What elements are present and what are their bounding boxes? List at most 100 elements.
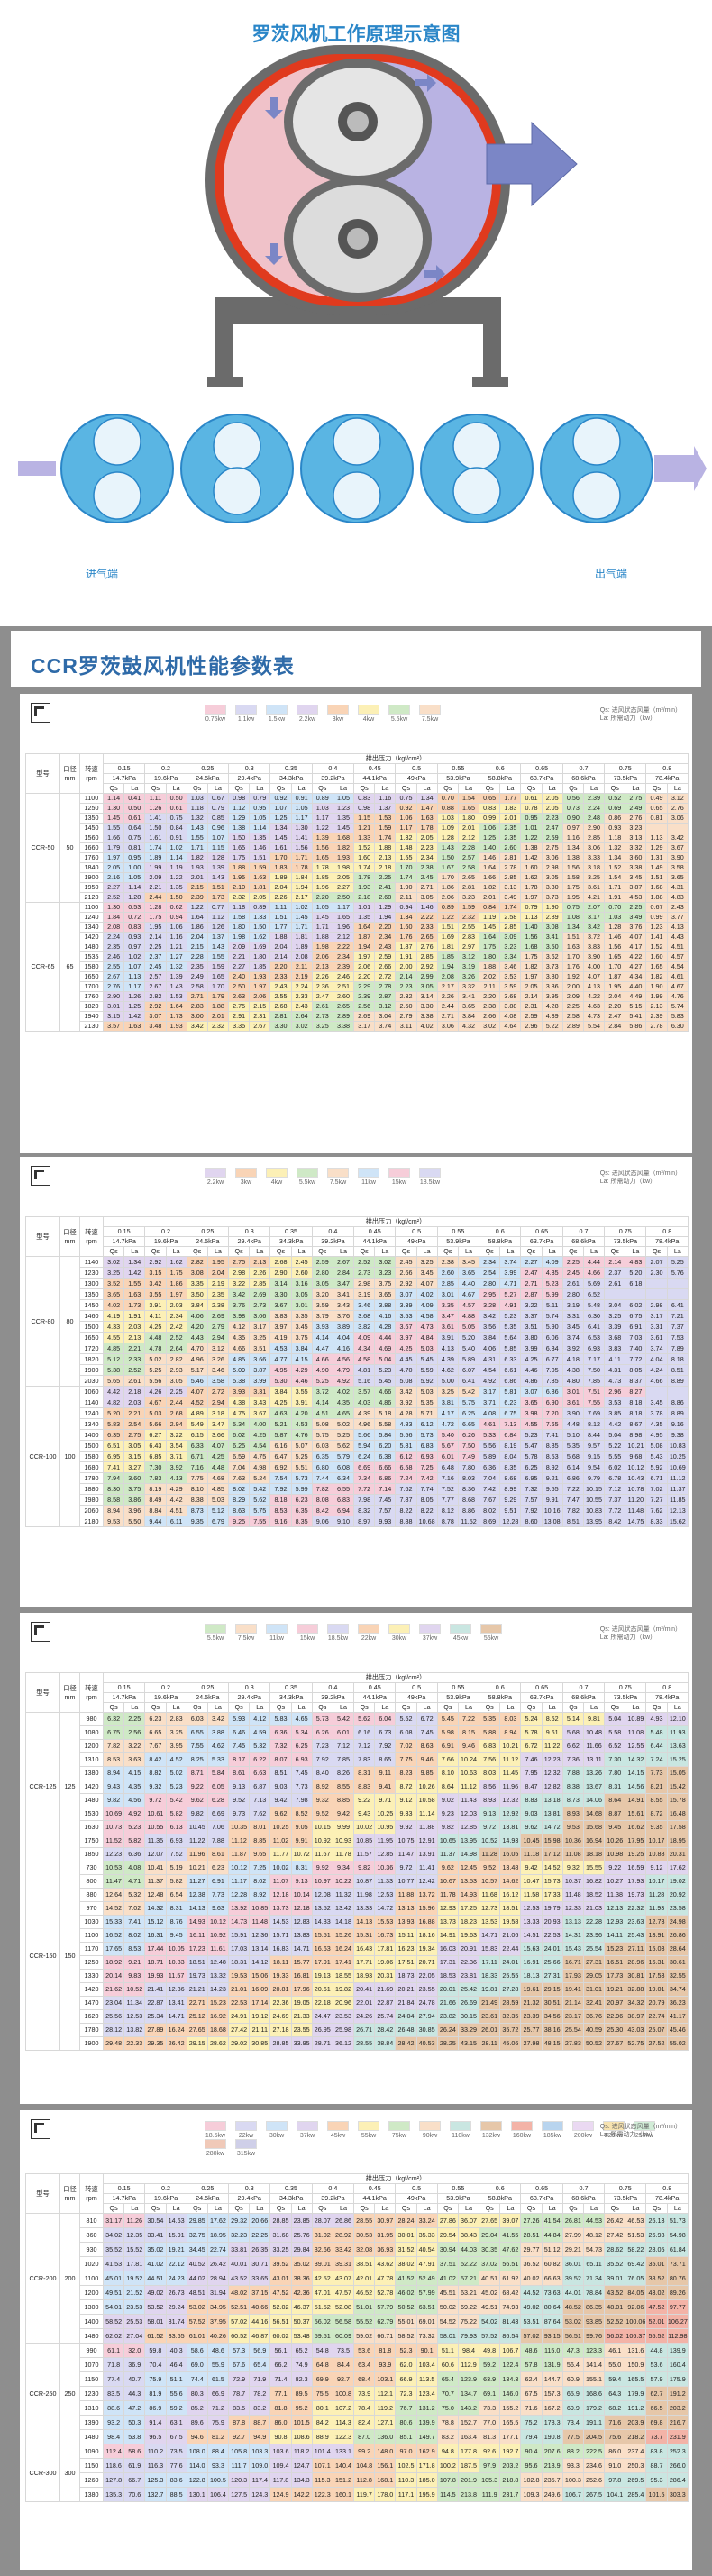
la-cell: 2.75 <box>625 793 647 804</box>
qs-cell: 130.1 <box>186 2487 208 2502</box>
qs-cell: 5.92 <box>645 1461 668 1473</box>
qs-cell: 53.6 <box>353 2343 376 2358</box>
la-cell: 2.64 <box>165 1343 187 1354</box>
qs-cell: 2.02 <box>479 971 501 982</box>
pressure-kgf: 0.5 <box>395 1226 438 1237</box>
legend-swatch <box>327 2121 349 2131</box>
qs-cell: 4.18 <box>561 1353 584 1365</box>
qs-cell: 67.5 <box>520 2386 543 2401</box>
la-cell: 53.8 <box>123 2429 146 2444</box>
legend-label: 7.5kw <box>329 1179 347 1186</box>
la-cell: 1.56 <box>290 842 313 853</box>
la-cell: 27.31 <box>582 1955 606 1970</box>
la-cell: 7.50 <box>457 1440 480 1452</box>
qs-cell: 11.37 <box>144 1874 167 1889</box>
qs-cell: 26.81 <box>561 2213 584 2228</box>
pressure-kgf: 0.65 <box>520 2183 563 2194</box>
qs-cell: 19.13 <box>311 1969 333 1983</box>
la-cell: 152.7 <box>457 2415 480 2430</box>
qs-cell: 0.89 <box>311 793 333 804</box>
qs-cell: 9.62 <box>436 1861 459 1875</box>
qs-cell: 10.77 <box>395 1874 417 1889</box>
qs-cell: 7.57 <box>520 1494 543 1506</box>
la-cell: 4.08 <box>123 1861 146 1875</box>
qs-cell: 7.52 <box>436 1483 459 1495</box>
qs-header: Qs <box>561 1702 584 1713</box>
la-header: La <box>457 2203 480 2214</box>
qs-cell: 2.89 <box>561 1021 584 1032</box>
la-cell: 195.9 <box>415 2487 438 2502</box>
la-cell: 131.9 <box>541 2357 563 2372</box>
qs-cell: 76.7 <box>395 2400 417 2416</box>
la-cell: 14.15 <box>625 1766 647 1780</box>
qs-cell: 8.10 <box>436 1766 459 1780</box>
qs-cell: 27.26 <box>520 2213 543 2228</box>
qs-cell: 27.52 <box>645 2036 668 2051</box>
qs-cell: 5.25 <box>144 1364 167 1376</box>
la-cell: 3.38 <box>625 862 647 873</box>
speed-cell: 1240 <box>79 1407 104 1419</box>
qs-cell: 1.68 <box>520 942 543 952</box>
legend-item: 160kw <box>511 2121 533 2139</box>
qs-cell: 8.87 <box>604 1807 626 1821</box>
la-cell: 50.3 <box>123 2415 146 2430</box>
la-header: La <box>415 1246 438 1257</box>
qs-cell: 44.8 <box>645 2343 668 2358</box>
la-cell: 22.74 <box>206 2242 230 2257</box>
la-cell: 2.94 <box>206 1332 230 1343</box>
la-cell: 1.59 <box>374 823 397 833</box>
qs-cell: 54.8 <box>311 2343 333 2358</box>
qs-cell: 12.28 <box>228 1888 251 1902</box>
qs-cell: 1.03 <box>311 803 333 814</box>
pressure-kgf: 0.7 <box>561 1226 606 1237</box>
la-cell: 2.13 <box>374 852 397 863</box>
qs-cell: 1.66 <box>102 833 125 843</box>
la-cell: 124.3 <box>249 2487 271 2502</box>
la-cell: 234.6 <box>582 2458 606 2473</box>
la-header: La <box>541 1702 563 1713</box>
la-cell: 39.07 <box>499 2213 522 2228</box>
la-header: La <box>666 1702 689 1713</box>
qs-cell: 19.33 <box>269 1969 292 1983</box>
performance-table: 型号 口径 mm 转速 rpm 排出压力（kgf/cm²） 0.15 0.2 0.25 0.3… <box>25 1672 689 2051</box>
pressure-kpa: 63.7kPa <box>520 773 563 784</box>
qs-cell: 0.83 <box>479 803 501 814</box>
legend-swatch <box>266 705 288 715</box>
la-cell: 3.74 <box>374 1021 397 1032</box>
qs-cell: 40.02 <box>520 2271 543 2286</box>
qs-cell: 7.37 <box>604 1494 626 1506</box>
qs-cell: 1.56 <box>604 942 626 952</box>
qs-cell: 108.0 <box>186 2444 208 2459</box>
qs-cell: 21.41 <box>144 1982 167 1997</box>
qs-cell: 63.9 <box>479 2371 501 2387</box>
la-cell: 14.72 <box>374 1901 397 1916</box>
la-cell: 2.34 <box>415 852 438 863</box>
la-cell: 3.99 <box>249 1375 271 1387</box>
la-cell: 26.69 <box>457 1996 480 2010</box>
qs-cell: 4.31 <box>479 1353 501 1365</box>
diagram-title: 罗茨风机工作原理示意图 <box>251 24 461 45</box>
la-cell: 1.54 <box>457 793 480 804</box>
qs-cell: 1.58 <box>561 872 584 883</box>
qs-cell: 1.43 <box>186 823 208 833</box>
legend-item: 4kw <box>266 1168 288 1186</box>
la-cell: 1.96 <box>332 922 355 933</box>
qs-cell: 64.8 <box>311 2357 333 2372</box>
la-cell: 12.18 <box>290 1901 313 1916</box>
qs-cell: 2.98 <box>228 1267 251 1279</box>
qs-cell: 4.47 <box>311 1343 333 1354</box>
qs-cell: 5.66 <box>144 1418 167 1430</box>
la-cell: 66.7 <box>123 2472 146 2488</box>
la-cell: 3.41 <box>457 991 480 1002</box>
speed-header: 转速 rpm <box>79 1216 104 1257</box>
qs-cell: 5.68 <box>561 1725 584 1740</box>
la-cell: 192.7 <box>499 2444 522 2459</box>
qs-header: Qs <box>144 1246 167 1257</box>
la-cell: 20.93 <box>541 1915 563 1929</box>
la-cell: 1.26 <box>123 991 146 1002</box>
la-cell: 11.48 <box>249 1915 271 1929</box>
qs-cell: 57.02 <box>228 2314 251 2329</box>
qs-cell: 63.4 <box>353 2357 376 2372</box>
qs-cell: 2.08 <box>102 922 125 933</box>
qs-cell: 24.04 <box>395 2009 417 2024</box>
